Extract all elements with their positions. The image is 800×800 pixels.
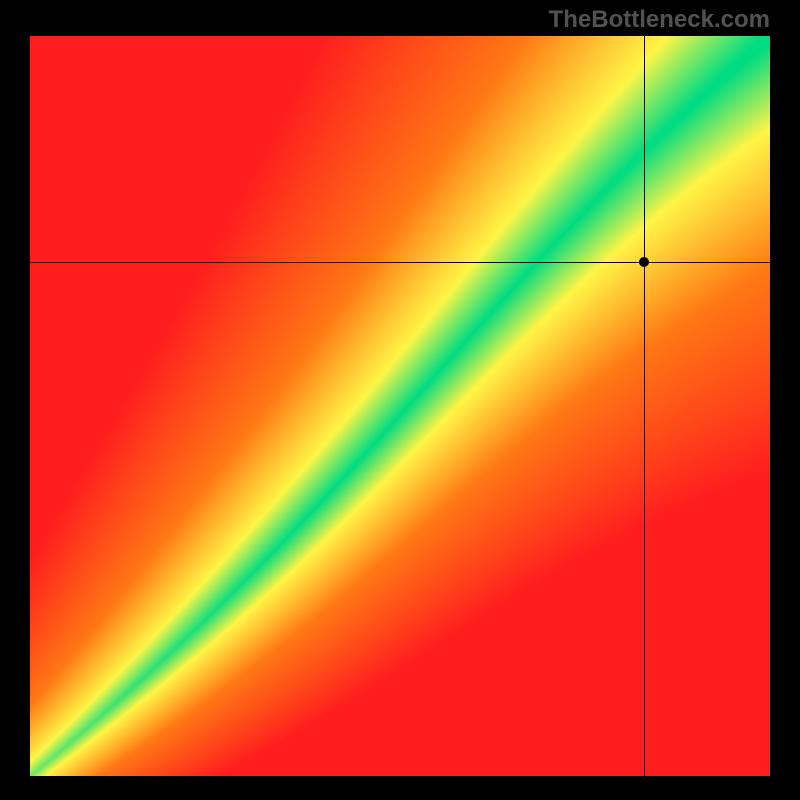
crosshair-marker xyxy=(639,257,649,267)
crosshair-horizontal xyxy=(30,262,770,263)
watermark-text: TheBottleneck.com xyxy=(549,6,770,34)
crosshair-vertical xyxy=(644,36,645,776)
heatmap-canvas xyxy=(30,36,770,776)
plot-area xyxy=(30,36,770,776)
